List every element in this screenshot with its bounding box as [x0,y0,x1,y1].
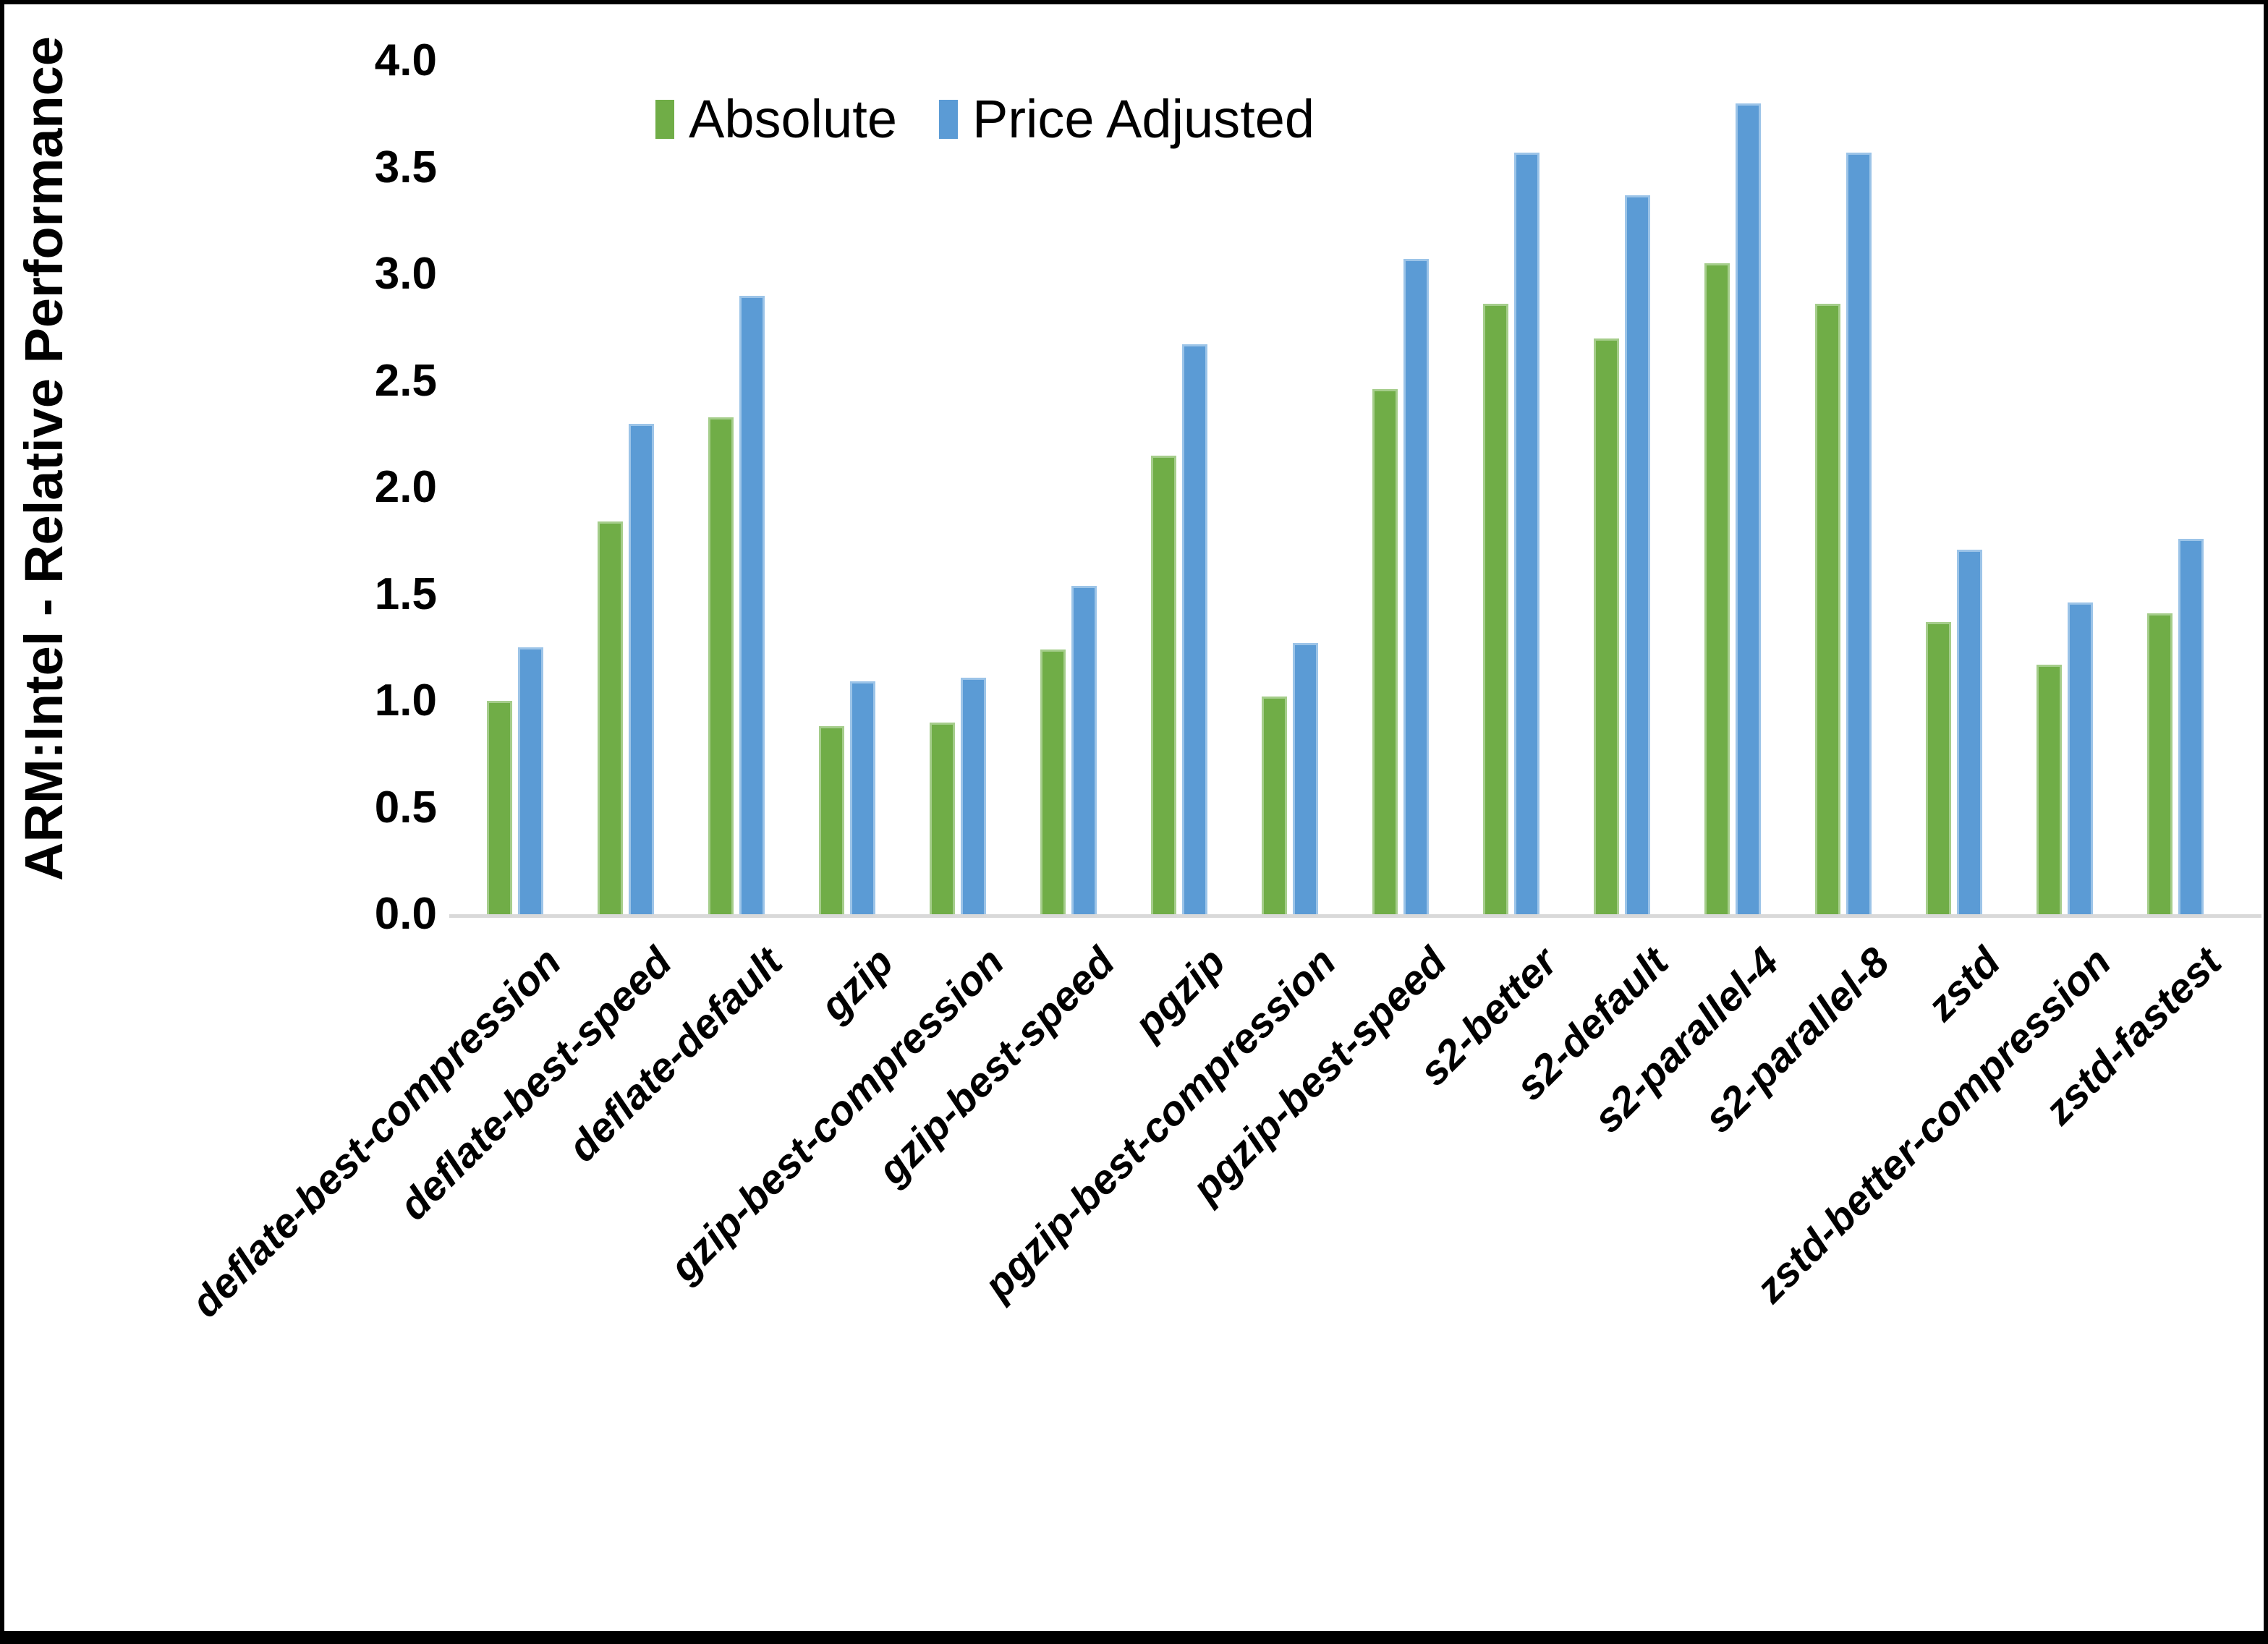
y-tick-label: 2.0 [374,462,437,512]
x-axis-line [449,914,2261,918]
bar-absolute [1594,338,1619,914]
y-tick-label: 0.5 [374,782,437,832]
bar-absolute [1040,649,1066,914]
bar-absolute [1483,304,1508,914]
legend-item-absolute: Absolute [655,88,897,150]
bar-absolute [1704,263,1730,914]
bar-price-adjusted [850,681,875,914]
bar-price-adjusted [739,295,765,914]
legend-swatch-absolute-icon [655,99,674,139]
bar-price-adjusted [1403,259,1429,914]
bar-price-adjusted [1736,103,1761,914]
bar-absolute [819,726,844,914]
bar-absolute [487,701,512,914]
bar-absolute [1151,455,1176,914]
x-category-label: zstd [1918,939,2010,1030]
bar-price-adjusted [1625,195,1650,914]
bar-price-adjusted [1846,152,1872,914]
bar-price-adjusted [961,677,986,914]
legend-item-price-adjusted: Price Adjusted [938,88,1315,150]
bar-absolute [1262,697,1287,914]
bar-absolute [1926,621,1951,914]
bar-absolute [1372,389,1398,914]
bar-absolute [1815,304,1840,914]
y-tick-label: 2.5 [374,355,437,406]
bar-absolute [2036,664,2062,914]
y-tick-label: 4.0 [374,35,437,85]
y-tick-label: 3.0 [374,249,437,299]
legend-swatch-price-adjusted-icon [938,99,958,139]
y-tick-label: 0.0 [374,889,437,939]
x-category-label: gzip [811,939,903,1030]
bar-absolute [598,521,623,914]
bar-price-adjusted [1514,152,1539,914]
bar-price-adjusted [1957,549,1982,914]
bar-price-adjusted [1182,344,1207,914]
bar-absolute [2147,613,2173,914]
bar-absolute [930,722,955,914]
bar-price-adjusted [518,647,543,914]
x-category-label: pgzip [1125,939,1235,1048]
legend-label-price-adjusted: Price Adjusted [972,89,1315,149]
legend-label-absolute: Absolute [689,89,897,149]
y-tick-label: 1.0 [374,676,437,725]
bar-absolute [708,417,734,914]
bar-price-adjusted [2178,538,2204,914]
bar-price-adjusted [1071,585,1097,914]
y-tick-label: 1.5 [374,568,437,619]
bar-price-adjusted [629,423,654,914]
legend: Absolute Price Adjusted [655,88,1314,150]
bar-price-adjusted [1293,643,1318,914]
y-axis-title: ARM:Intel - Relative Performance [14,36,74,881]
y-tick-label: 3.5 [374,142,437,192]
bar-price-adjusted [2068,602,2093,914]
